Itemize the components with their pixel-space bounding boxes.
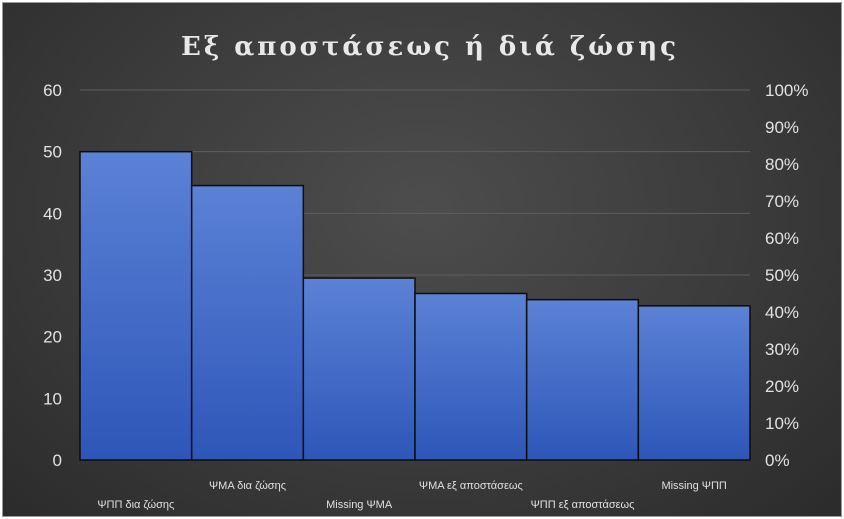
bar (190, 184, 305, 461)
y2-tick-label: 70% (765, 192, 799, 211)
x-tick-label: ΨΜΑ δια ζώσης (209, 480, 286, 492)
y2-tick-label: 80% (765, 155, 799, 174)
y-tick-label: 40 (43, 204, 62, 223)
y2-tick-label: 90% (765, 118, 799, 137)
y-tick-label: 60 (43, 81, 62, 100)
y-tick-label: 10 (43, 389, 62, 408)
x-tick-label: ΨΠΠ δια ζώσης (97, 499, 174, 511)
y2-tick-label: 0% (765, 451, 790, 470)
y-tick-label: 20 (43, 328, 62, 347)
y-tick-label: 50 (43, 143, 62, 162)
bars (79, 150, 751, 461)
y2-tick-label: 10% (765, 414, 799, 433)
y2-tick-label: 40% (765, 303, 799, 322)
bar (525, 298, 640, 461)
y2-tick-label: 60% (765, 229, 799, 248)
bar (637, 305, 751, 461)
x-tick-label: ΨΠΠ εξ αποστάσεως (531, 499, 635, 511)
y2-tick-label: 100% (765, 81, 808, 100)
y2-tick-label: 50% (765, 266, 799, 285)
y-tick-label: 30 (43, 266, 62, 285)
y2-tick-label: 20% (765, 377, 799, 396)
x-tick-label: ΨΜΑ εξ αποστάσεως (419, 480, 523, 492)
y-tick-label: 0 (53, 451, 62, 470)
y2-tick-label: 30% (765, 340, 799, 359)
x-tick-label: Missing ΨΠΠ (661, 480, 726, 492)
bar (302, 277, 416, 461)
x-axis: ΨΠΠ δια ζώσης ΨΜΑ δια ζώσης Missing ΨΜΑ ΨΜΑ… (97, 480, 727, 511)
y-axis-right: 0% 10% 20% 30% 40% 50% 60% 70% 80% 90% 100% (765, 81, 808, 470)
chart-title: Εξ αποστάσεως ή διά ζώσης (181, 32, 679, 62)
y-axis-left: 0 10 20 30 40 50 60 (43, 81, 62, 470)
bar (79, 150, 193, 461)
bar (414, 292, 528, 461)
x-tick-label: Missing ΨΜΑ (326, 499, 393, 511)
